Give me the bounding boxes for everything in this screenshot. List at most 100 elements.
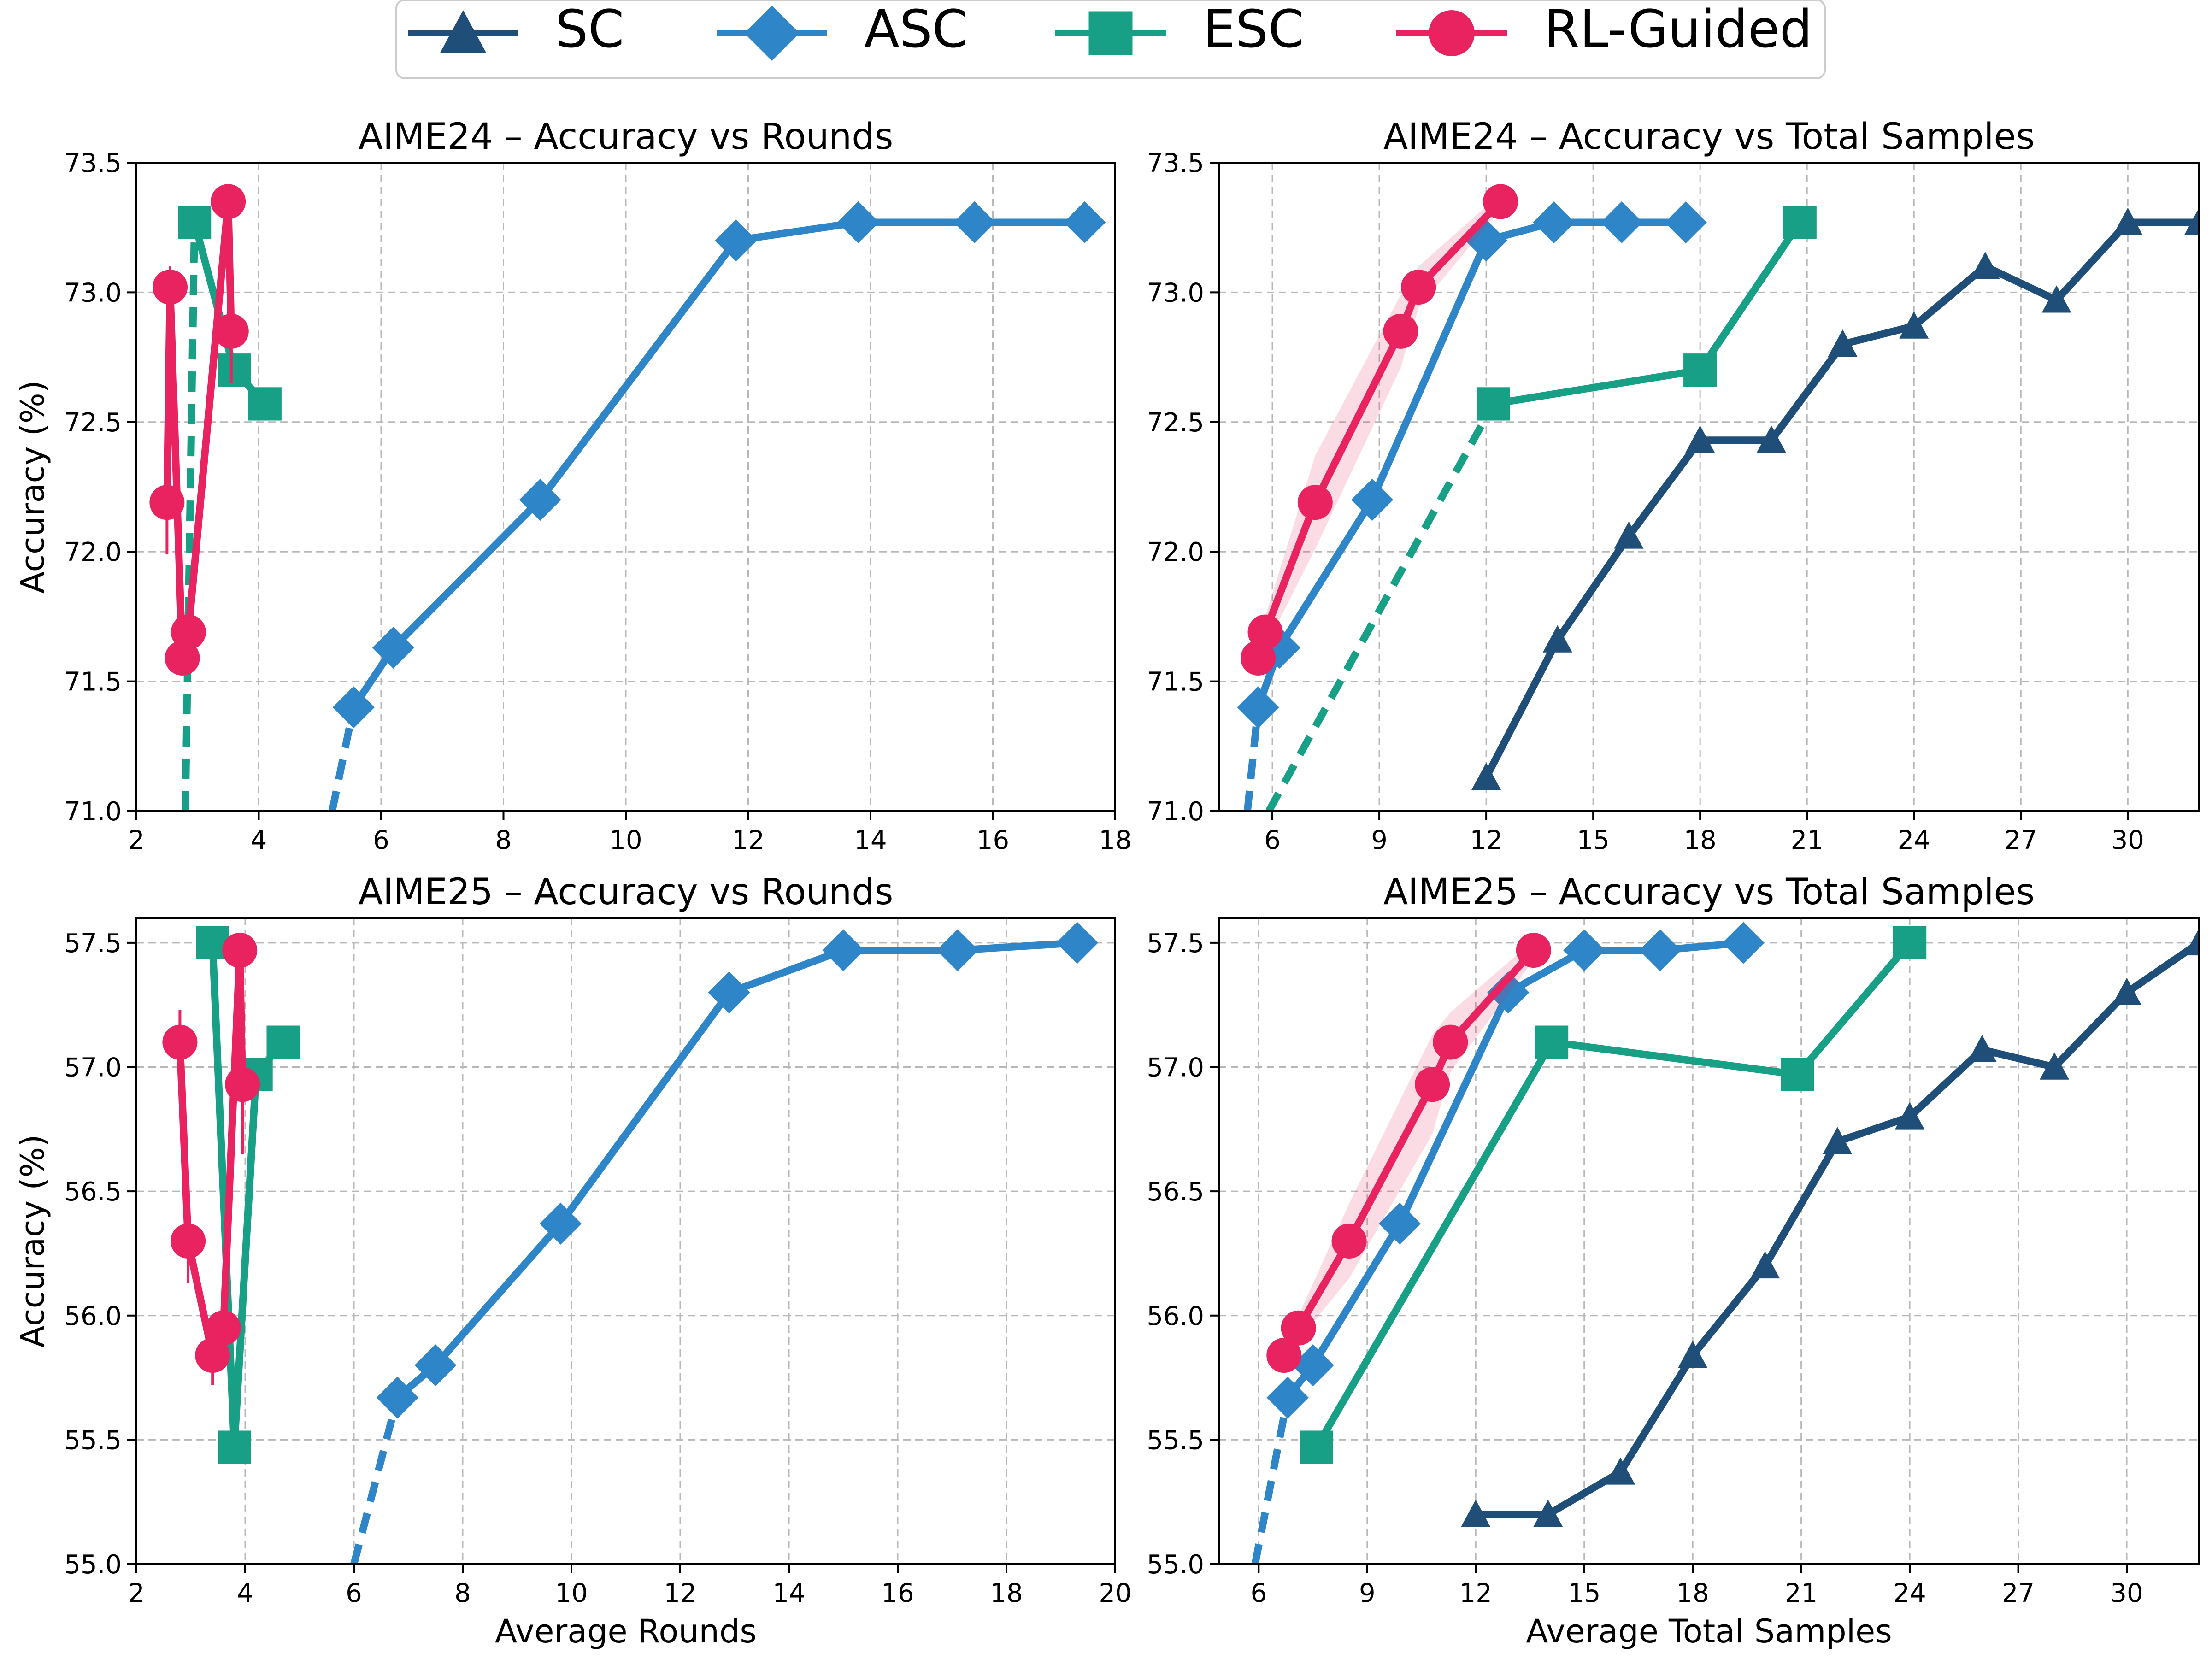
x-tick-label: 9 — [1359, 1578, 1376, 1608]
series-sc-point — [2040, 1052, 2070, 1080]
x-tick-label: 14 — [854, 825, 887, 855]
series-asc-point — [372, 626, 415, 669]
series-rl-guided-point — [1415, 1067, 1450, 1102]
series-rl-guided-line — [163, 198, 235, 662]
legend-marker-rl-guided — [1429, 10, 1475, 56]
series-asc-point — [376, 1377, 418, 1419]
plot-area — [149, 184, 1106, 811]
x-tick-label: 16 — [977, 825, 1009, 855]
plot-area — [162, 922, 1098, 1564]
y-tick-label: 72.5 — [64, 408, 122, 438]
panel-aime25-accuracy-vs-total-samples: 6 9 12 15 18 21 24 27 30 55.0 55.5 56.0 56.5 57.0 57.5… — [1147, 871, 2200, 1650]
series-asc-point — [539, 1202, 582, 1245]
series-esc-point — [248, 387, 282, 421]
gridlines — [135, 162, 1116, 812]
y-axis-label: Accuracy (%) — [14, 1135, 52, 1348]
x-tick-label: 6 — [1264, 825, 1281, 855]
series-sc-point — [1461, 1500, 1491, 1527]
x-tick-label: 6 — [1251, 1578, 1267, 1608]
y-tick-label: 57.0 — [64, 1053, 122, 1083]
plot-area — [1237, 184, 2199, 811]
series-sc-point — [2041, 285, 2071, 313]
series-asc-point — [414, 1344, 457, 1387]
y-tick-label: 73.0 — [64, 278, 122, 308]
x-tick-label: 2 — [128, 1578, 145, 1608]
legend-label-rl-guided: RL-Guided — [1544, 0, 1812, 59]
series-sc — [1471, 207, 2199, 790]
series-rl-guided — [162, 933, 260, 1385]
legend-item-asc: ASC — [717, 0, 968, 61]
x-tick-label: 12 — [1459, 1578, 1492, 1608]
legend-item-rl-guided: RL-Guided — [1396, 0, 1812, 59]
legend-label-sc: SC — [555, 0, 624, 59]
series-rl-guided-point — [206, 1310, 241, 1346]
series-sc-point — [2184, 928, 2199, 956]
y-tick-label: 57.5 — [64, 929, 122, 959]
series-asc-dashed-lead — [1243, 707, 1262, 811]
y-tick-label: 71.5 — [1147, 667, 1204, 697]
x-tick-label: 4 — [237, 1578, 253, 1608]
series-sc-point — [2184, 207, 2199, 235]
series-asc — [328, 201, 1106, 811]
series-rl-guided-point — [213, 313, 249, 349]
x-tick-label: 9 — [1371, 825, 1388, 855]
series-esc-point — [1781, 1058, 1814, 1091]
series-sc-point — [1542, 625, 1572, 653]
y-tick-label: 55.5 — [64, 1425, 122, 1455]
series-sc-point — [1750, 1251, 1780, 1279]
y-tick-label: 71.0 — [1147, 797, 1204, 827]
series-sc-point — [2112, 977, 2142, 1005]
y-tick-label: 73.0 — [1147, 278, 1204, 308]
x-tick-label: 27 — [2005, 825, 2037, 855]
series-rl-guided-point — [1297, 485, 1333, 520]
series-esc — [178, 206, 282, 811]
series-asc — [1251, 922, 1765, 1564]
chart-title: AIME25 – Accuracy vs Total Samples — [1383, 871, 2035, 913]
legend-marker-asc — [744, 6, 800, 61]
series-sc-point — [1685, 425, 1715, 453]
x-tick-label: 24 — [1898, 825, 1930, 855]
legend-label-esc: ESC — [1203, 0, 1304, 59]
series-asc-point — [1064, 201, 1106, 244]
series-sc-point — [1895, 1102, 1925, 1130]
x-tick-label: 8 — [454, 1578, 471, 1608]
series-asc-point — [519, 479, 561, 521]
series-rl-guided-confidence-band — [1284, 940, 1534, 1365]
series-rl-guided-point — [195, 1338, 230, 1373]
series-sc-point — [1606, 1457, 1635, 1485]
x-tick-label: 20 — [1099, 1578, 1131, 1608]
series-sc-point — [2113, 207, 2143, 235]
panel-aime24-accuracy-vs-total-samples: 6 9 12 15 18 21 24 27 30 71.0 71.5 72.0 72.5 73.0 73.5… — [1147, 116, 2200, 855]
x-tick-label: 4 — [251, 825, 267, 855]
series-asc-point — [936, 929, 979, 971]
x-tick-label: 12 — [732, 825, 765, 855]
series-asc-line — [350, 218, 1085, 710]
series-sc — [1461, 928, 2199, 1527]
series-rl-guided-point — [171, 614, 206, 650]
x-tick-label: 14 — [772, 1578, 805, 1608]
series-rl-guided-point — [1331, 1224, 1367, 1259]
series-sc-point — [1970, 252, 2000, 279]
series-esc-point — [1535, 1025, 1569, 1059]
x-tick-label: 2 — [128, 825, 145, 855]
x-tick-label: 21 — [1791, 825, 1824, 855]
series-rl-guided-point — [171, 1224, 206, 1259]
x-tick-label: 6 — [346, 1578, 362, 1608]
series-asc-line — [395, 939, 1077, 1400]
axes-frame — [1218, 917, 2200, 1565]
series-asc-point — [332, 686, 375, 729]
series-asc-point — [708, 971, 750, 1014]
series-esc-dashed-lead — [182, 222, 199, 811]
series-esc-point — [1893, 926, 1927, 960]
axes-frame — [135, 917, 1116, 1565]
series-sc-point — [1471, 762, 1501, 790]
series-sc-point — [1828, 329, 1858, 357]
y-tick-label: 72.5 — [1147, 408, 1204, 438]
series-esc-point — [218, 1430, 251, 1464]
series-rl-guided-point — [162, 1024, 198, 1060]
x-tick-label: 12 — [664, 1578, 696, 1608]
panel-aime25-accuracy-vs-rounds: 2 4 6 8 10 12 14 16 18 20 55.0 55.5 56.0 56.5 57.0 57.5… — [14, 871, 1132, 1650]
series-asc-point — [1639, 929, 1682, 971]
y-tick-label: 55.5 — [1147, 1425, 1204, 1455]
series-asc-point — [1487, 971, 1530, 1014]
